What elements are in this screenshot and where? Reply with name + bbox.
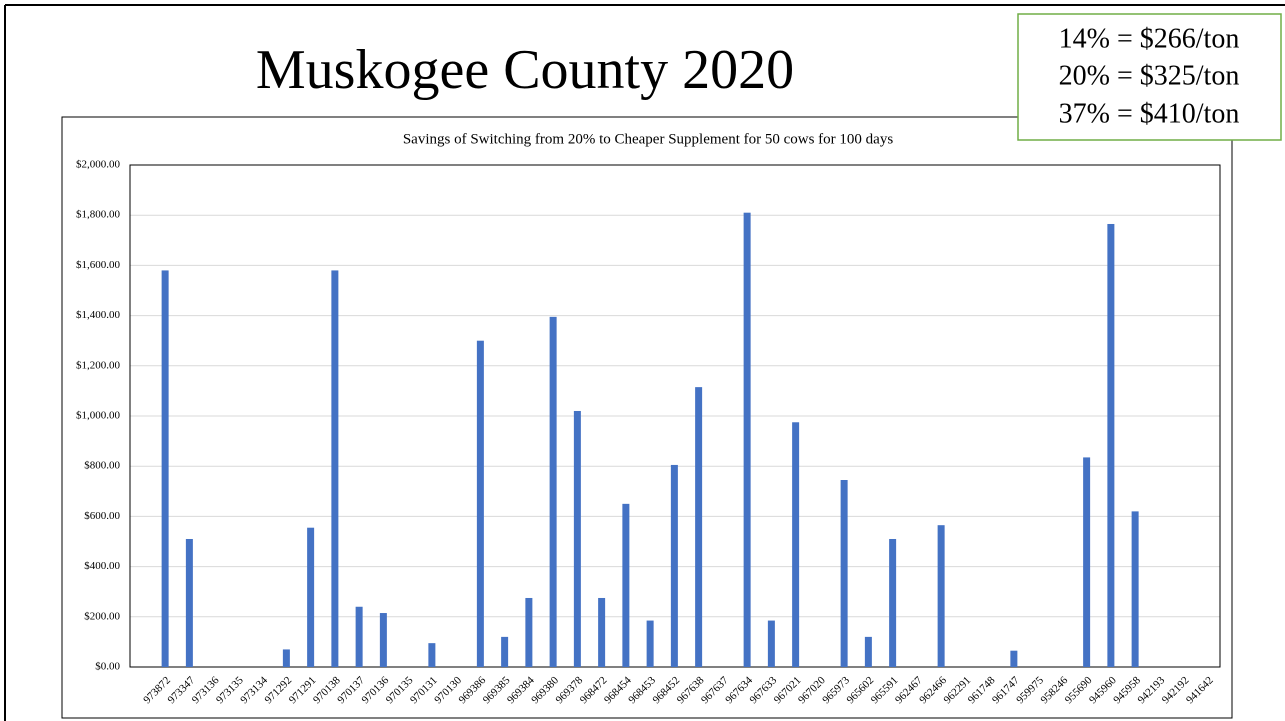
y-tick-label: $1,600.00 xyxy=(76,259,121,271)
bar xyxy=(573,410,581,667)
y-tick-label: $1,800.00 xyxy=(76,209,121,221)
y-tick-label: $400.00 xyxy=(84,560,120,572)
bar xyxy=(282,649,290,667)
y-tick-label: $1,400.00 xyxy=(76,309,121,321)
y-tick-label: $800.00 xyxy=(84,460,120,472)
bar xyxy=(1010,650,1018,667)
chart-frame xyxy=(61,116,1233,719)
bar xyxy=(937,525,945,667)
bar xyxy=(695,387,703,667)
price-line: 37% = $410/ton xyxy=(1059,98,1240,129)
bar xyxy=(379,613,387,667)
y-tick-label: $200.00 xyxy=(84,610,120,622)
bar xyxy=(646,620,654,667)
bar xyxy=(889,538,897,667)
bar xyxy=(549,316,557,667)
bar xyxy=(840,480,848,667)
bar xyxy=(185,538,193,667)
bar xyxy=(598,597,606,667)
bar xyxy=(501,636,509,667)
price-line: 14% = $266/ton xyxy=(1059,23,1240,54)
y-tick-label: $1,200.00 xyxy=(76,359,121,371)
price-box xyxy=(1017,13,1282,141)
bar xyxy=(792,422,800,667)
bar xyxy=(525,597,533,667)
bar xyxy=(767,620,775,667)
bar xyxy=(331,270,339,667)
bar xyxy=(428,643,436,667)
y-tick-label: $0.00 xyxy=(95,661,120,673)
bar xyxy=(864,636,872,667)
bar xyxy=(161,270,169,667)
bar xyxy=(307,527,315,667)
bar xyxy=(743,212,751,667)
bar xyxy=(476,340,484,667)
bar xyxy=(1131,511,1139,667)
slide-title: Muskogee County 2020 xyxy=(256,39,794,101)
y-tick-label: $1,000.00 xyxy=(76,410,121,422)
bar xyxy=(1107,223,1115,668)
price-line: 20% = $325/ton xyxy=(1059,60,1240,91)
bar xyxy=(670,464,678,667)
chart-title: Savings of Switching from 20% to Cheaper… xyxy=(403,131,894,147)
bar xyxy=(622,503,630,667)
bar xyxy=(355,606,363,667)
y-tick-label: $2,000.00 xyxy=(76,159,121,171)
bar xyxy=(1083,457,1091,667)
y-tick-label: $600.00 xyxy=(84,510,120,522)
